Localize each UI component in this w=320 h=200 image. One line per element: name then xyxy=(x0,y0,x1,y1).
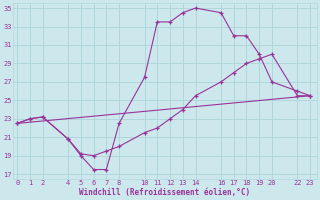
X-axis label: Windchill (Refroidissement éolien,°C): Windchill (Refroidissement éolien,°C) xyxy=(79,188,251,197)
